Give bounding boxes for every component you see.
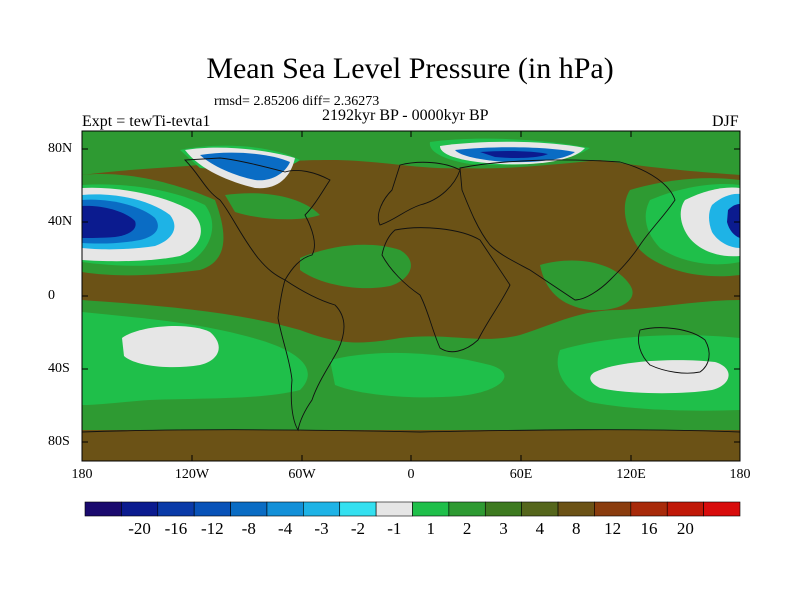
colorbar-label: -4 — [278, 519, 293, 538]
colorbar-label: -8 — [241, 519, 256, 538]
negative-anomaly-blue — [82, 147, 740, 250]
colorbar-swatch — [84, 501, 122, 517]
y-tick-80n: 80N — [48, 141, 73, 156]
colorbar-swatch — [594, 501, 632, 517]
y-tick-40n: 40N — [48, 214, 73, 229]
colorbar-label: 4 — [535, 519, 545, 538]
y-tick-40s: 40S — [48, 361, 70, 376]
x-tick-0: 0 — [407, 467, 415, 482]
colorbar-swatch — [630, 501, 668, 517]
y-tick-0: 0 — [48, 288, 55, 303]
colorbar-label: 20 — [676, 519, 694, 538]
colorbar-swatch — [303, 501, 341, 517]
colorbar-label: -16 — [164, 519, 188, 538]
colorbar-label: 3 — [499, 519, 508, 538]
axis-ticks — [82, 131, 740, 461]
colorbar-label: 16 — [640, 519, 658, 538]
colorbar — [84, 501, 741, 517]
colorbar-swatch — [448, 501, 486, 517]
colorbar-swatch — [703, 501, 741, 517]
y-tick-80s: 80S — [48, 434, 70, 449]
x-tick-60w: 60W — [288, 467, 316, 482]
colorbar-label: -1 — [387, 519, 402, 538]
colorbar-swatch — [339, 501, 377, 517]
colorbar-label: 1 — [426, 519, 435, 538]
x-tick-180-right: 180 — [729, 467, 751, 482]
period-label: 2192kyr BP - 0000kyr BP — [322, 107, 489, 124]
x-tick-120e: 120E — [616, 467, 646, 482]
x-tick-120w: 120W — [174, 467, 210, 482]
stats-label: rmsd= 2.85206 diff= 2.36273 — [214, 94, 380, 109]
coastlines — [81, 157, 741, 433]
plot-title: Mean Sea Level Pressure (in hPa) — [206, 52, 614, 85]
colorbar-swatch — [157, 501, 195, 517]
colorbar-swatch — [484, 501, 522, 517]
colorbar-label: -2 — [350, 519, 365, 538]
colorbar-swatch — [375, 501, 413, 517]
colorbar-label: -20 — [128, 519, 151, 538]
colorbar-label: 8 — [572, 519, 581, 538]
colorbar-swatch — [666, 501, 704, 517]
x-tick-180-left: 180 — [71, 467, 93, 482]
colorbar-swatch — [557, 501, 595, 517]
colorbar-swatch — [193, 501, 231, 517]
colorbar-label: -3 — [314, 519, 329, 538]
experiment-label: Expt = tewTi-tevta1 — [82, 113, 211, 130]
x-tick-60e: 60E — [509, 467, 533, 482]
colorbar-label: 12 — [604, 519, 622, 538]
colorbar-swatch — [521, 501, 559, 517]
colorbar-swatch — [121, 501, 159, 517]
colorbar-swatch — [230, 501, 268, 517]
colorbar-swatch — [266, 501, 304, 517]
colorbar-label: 2 — [462, 519, 472, 538]
colorbar-label: -12 — [201, 519, 224, 538]
colorbar-swatch — [412, 501, 450, 517]
season-label: DJF — [712, 113, 739, 130]
